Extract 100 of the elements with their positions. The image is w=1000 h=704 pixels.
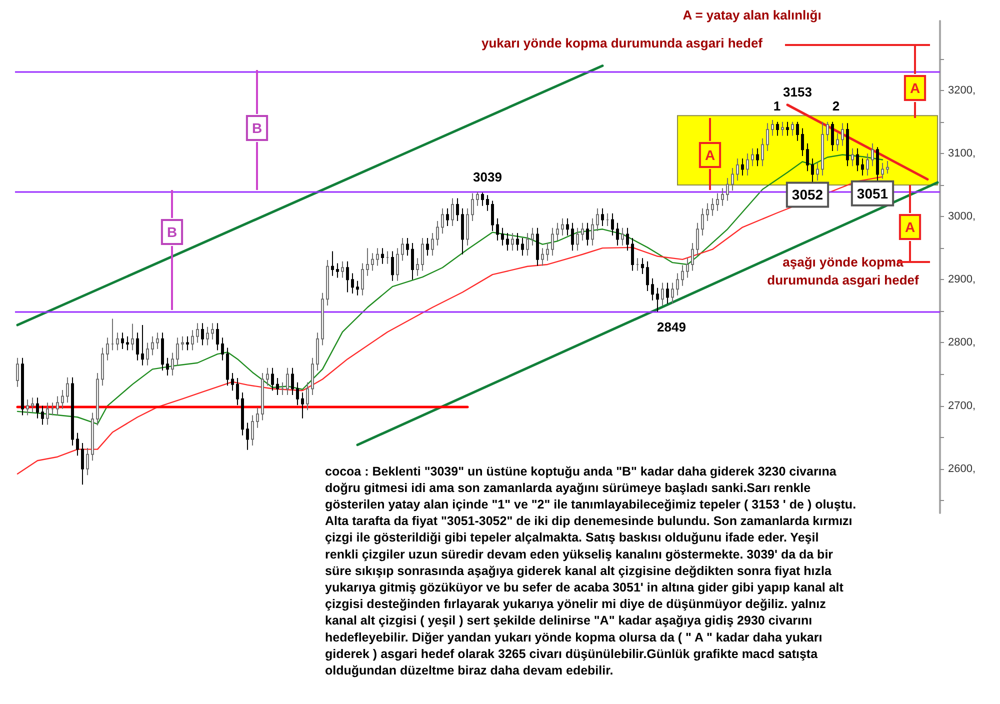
candlestick [596,208,599,232]
candlestick [31,397,34,413]
candlestick [701,208,704,236]
candlestick [481,192,484,206]
candlestick [366,248,369,276]
candlestick [576,227,579,252]
candlestick [766,122,769,152]
candlestick [666,282,669,304]
candlestick [406,237,409,256]
candlestick [611,212,614,236]
candlestick [321,292,324,346]
candlestick [51,402,54,416]
candlestick [166,357,169,376]
candlestick [771,120,774,136]
candlestick [156,332,159,350]
y-tick-label: 2800, [948,336,976,349]
candlestick [66,376,69,404]
candlestick [446,208,449,226]
candlestick [21,357,24,416]
candlestick [561,218,564,236]
candlestick [381,248,384,264]
candlestick [236,378,239,406]
candlestick [686,258,689,278]
candlestick [86,448,89,476]
candlestick [761,138,764,167]
candlestick [331,250,334,276]
candlestick [141,324,144,366]
candlestick [531,227,534,246]
candlestick [76,432,79,456]
candlestick [101,347,104,386]
candlestick [401,237,404,262]
text: cocoa : Beklenti "3039" un üstüne koptuğu anda "B" kadar daha giderek 3230 civarına doğru gitmesi idi ama son zamanlarda ayağını sürümeye başladı sanki.Sarı renkle gösterilen yatay alan içinde "1" ve "2" ile tanımlayabileceğimiz tepeler ( 3153 ' de ) oluştu. Alta tarafta da fiyat "3051-3052" de iki dip denemesinde bulundu. Son zamanlarda kırmızı çizgi ile gösterildiği gibi tepeler alçalmakta. Satış baskısı olduğunu ifade eder. Yeşil renkli çizgiler uzun süredir devam eden yükseliş kanalını göstermekte. 3039' da da bir süre sıkışıp sonrasında aşağıya giderek kanal alt çizgisine değdikten sonra fiyat hızla yukarıya gitmiş gözüküyor ve bu sefer de acaba 3051' in altına gider gibi yapıp kanal alt çizgisi desteğinden fırlayarak yukarıya yönelir mi diye de düşünmüyor değiliz. yalnız kanal alt çizgisi ( yeşil ) sert şekilde delinirse "A" kadar aşağıya gidiş 2930 civarını hedefleyebilir. Diğer yandan yukarı yönde kopma olursa da ( " A " kadar daha yukarı giderek ) asgari hedef olarak 3265 civarı düşünülebilir.Günlük grafikte macd satışta olduğundan düzeltme biraz daha devam edebilir. [325,464,856,678]
candlestick [586,222,589,246]
candlestick [61,390,64,410]
candlestick [256,407,259,428]
candlestick [171,352,174,376]
candlestick [461,208,464,255]
candlestick [886,160,889,174]
candlestick [231,372,234,392]
candlestick [106,337,109,361]
candlestick [881,162,884,180]
candlestick [361,262,364,296]
candlestick [621,227,624,246]
candlestick [736,158,739,182]
candlestick [386,250,389,264]
candlestick [436,220,439,246]
candlestick [351,272,354,294]
candlestick [806,142,809,172]
candlestick [251,414,254,446]
candlestick [731,167,734,192]
annotation: A [704,147,716,163]
candlestick [41,405,44,426]
candlestick [776,121,779,136]
y-tick-label: 2600, [948,462,976,475]
annotation: yukarı yönde kopma durumunda asgari hedef [481,36,764,50]
candlestick [146,342,149,366]
candlestick [501,227,504,246]
candlestick [821,121,824,176]
annotation: 3051 [856,185,888,202]
candlestick [301,392,304,419]
candlestick [711,198,714,216]
candlestick [786,121,789,136]
annotation: 2 [832,98,840,114]
candlestick [846,122,849,167]
candlestick [851,148,854,167]
candlestick [466,208,469,246]
candlestick [831,121,834,152]
annotation: 1 [773,98,781,114]
candlestick [836,132,839,152]
candlestick [591,218,594,246]
y-tick-label: 2900, [948,274,976,286]
candlestick [716,192,719,212]
candlestick [841,122,844,146]
candlestick [326,260,329,306]
candlestick [791,121,794,136]
candlestick [91,412,94,462]
candlestick [526,232,529,256]
candlestick [721,188,724,206]
candlestick [741,158,744,176]
candlestick [476,191,479,206]
candlestick [726,178,729,202]
candlestick [131,323,134,351]
annotation: 3052 [792,186,824,203]
candlestick [96,372,99,426]
candlestick [571,222,574,252]
candlestick [431,232,434,256]
candlestick [581,222,584,242]
candlestick [241,392,244,436]
candlestick [81,442,84,486]
candlestick [221,337,224,361]
candlestick [356,280,359,296]
candlestick [861,158,864,176]
y-tick-label: 3000, [948,210,976,223]
candlestick [306,382,309,411]
candlestick [176,337,179,366]
candlestick [346,260,349,293]
candlestick [216,322,219,351]
candlestick [456,198,459,222]
candlestick [801,128,804,156]
candlestick [441,208,444,234]
